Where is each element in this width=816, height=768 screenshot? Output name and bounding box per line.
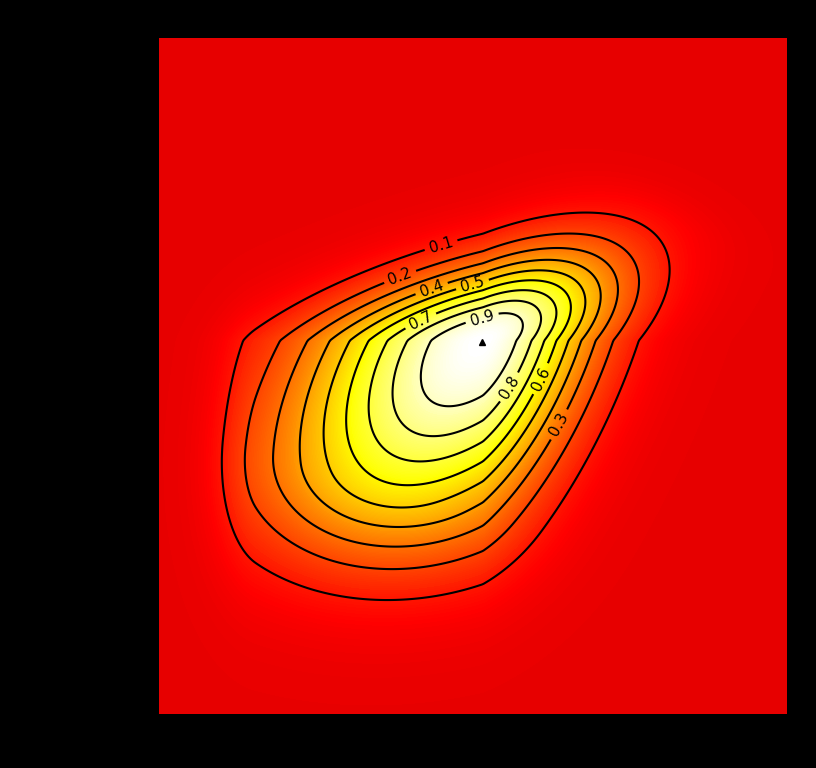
Text: 0.9: 0.9 [468,307,496,329]
Text: 0.7: 0.7 [406,309,435,333]
Text: 0.1: 0.1 [428,234,455,256]
Text: 0.2: 0.2 [386,266,414,288]
Text: 0.4: 0.4 [418,277,446,300]
Text: 0.3: 0.3 [547,410,571,439]
Text: 0.6: 0.6 [529,365,553,393]
Text: 0.5: 0.5 [459,274,486,295]
Text: 0.8: 0.8 [497,373,522,402]
